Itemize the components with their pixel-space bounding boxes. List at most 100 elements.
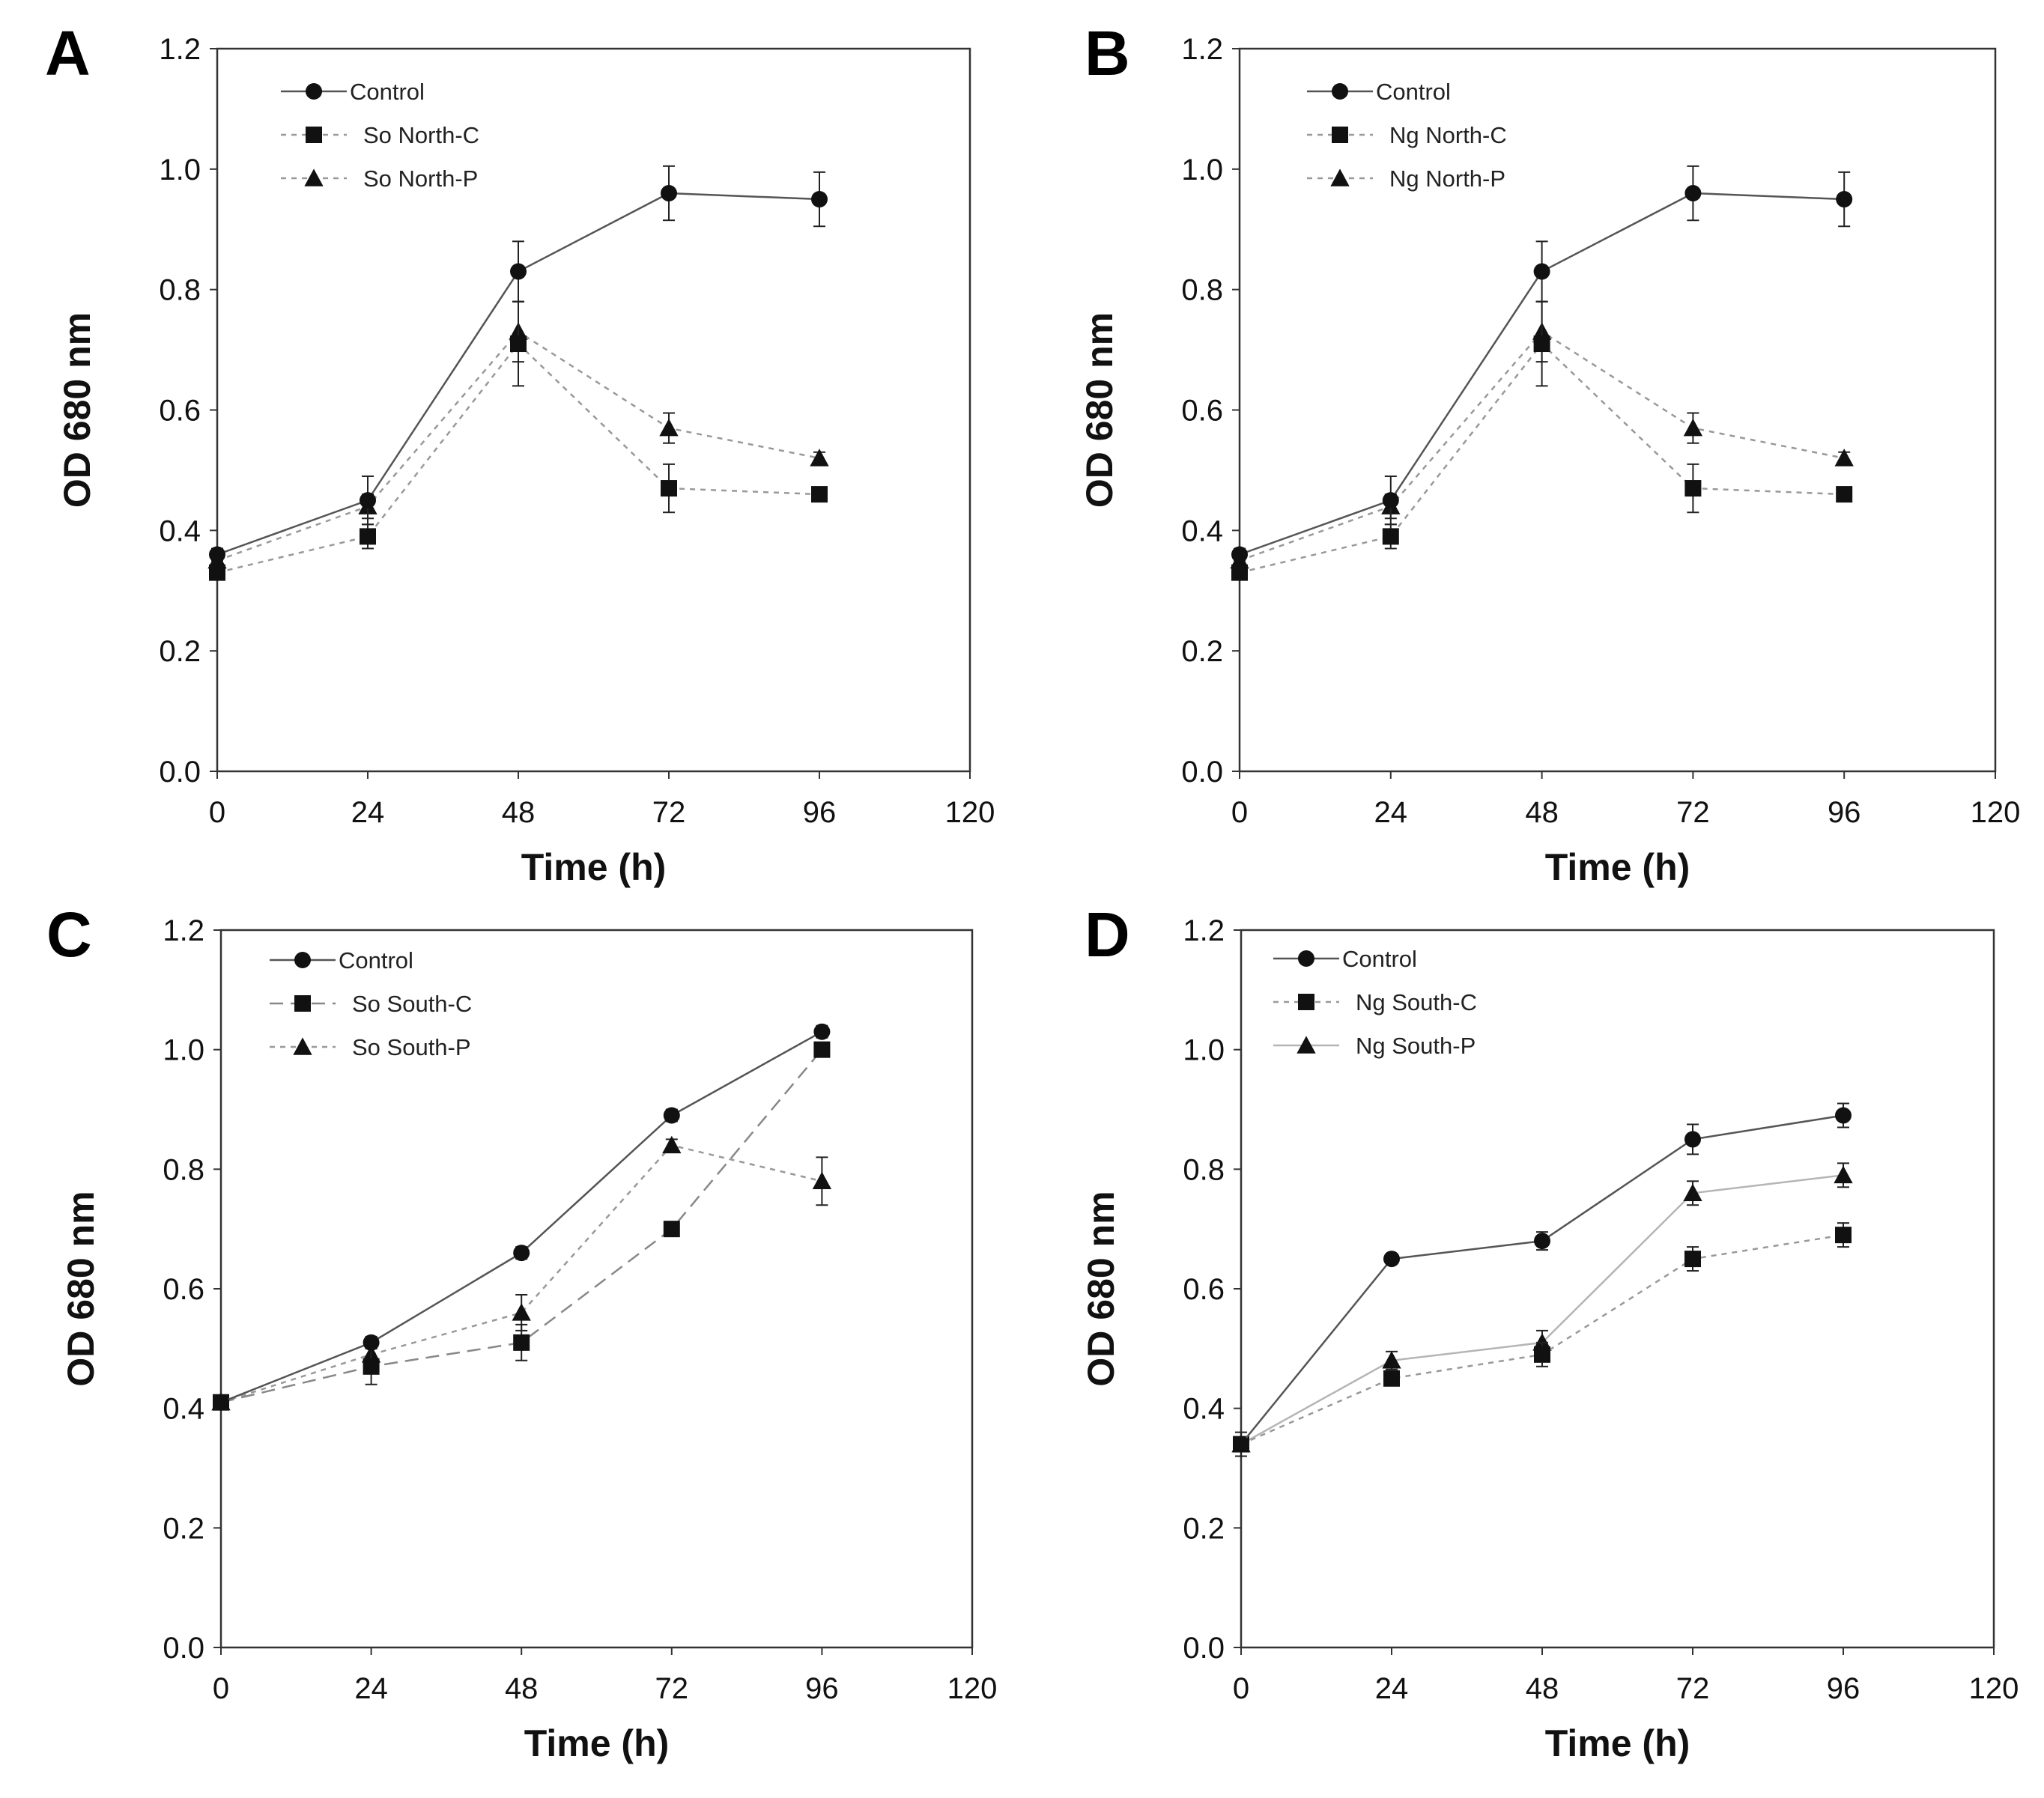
data-point [1684,1131,1701,1148]
data-point [1534,1233,1550,1250]
data-point [1684,480,1702,497]
legend-marker [1332,83,1348,100]
series-control [1233,1102,1852,1457]
y-tick-label: 0.0 [159,756,201,789]
data-point [661,480,677,497]
y-tick-label: 0.6 [159,395,201,428]
legend-marker [304,168,324,186]
legend-label: Control [339,947,413,974]
data-point [1233,1436,1249,1453]
legend-label: Control [350,79,425,105]
data-point [360,492,376,509]
legend: Control So South-C So South-P [270,947,472,1060]
y-tick-label: 1.0 [159,154,201,186]
legend-marker [1332,127,1348,143]
data-point [510,263,527,280]
x-tick-label: 24 [1374,796,1408,829]
legend-marker [294,995,311,1012]
panel-letter: A [45,18,91,88]
panel-b: B 0.0 0.2 0.4 0.6 0.8 1.0 1.2 0 24 48 72 96 120 Time (… [1079,18,2020,888]
x-tick-label: 96 [1827,1672,1860,1705]
data-point [1834,1165,1853,1184]
y-axis-title: OD 680 nm [1080,1191,1122,1386]
legend-label: So North-P [363,165,478,192]
data-point [363,1358,380,1375]
data-point [659,418,679,437]
x-axis-title: Time (h) [524,1722,670,1764]
panel-d: D 0.0 0.2 0.4 0.6 0.8 1.0 1.2 0 24 48 72 96 120 Time (… [1080,899,2019,1764]
legend-marker [293,1037,312,1055]
x-tick-label: 96 [805,1672,839,1705]
legend-label: So South-C [352,991,472,1017]
data-point [1533,263,1550,280]
y-tick-label: 0.4 [1183,1393,1225,1426]
y-tick-label: 0.0 [1181,756,1223,789]
series-line [220,1144,822,1403]
data-point [1836,191,1853,208]
x-tick-label: 48 [1526,1672,1559,1705]
data-point [813,1041,831,1058]
data-point [1231,546,1248,563]
x-tick-label: 24 [1375,1672,1409,1705]
y-tick-label: 0.2 [1183,1512,1225,1545]
data-point [513,1245,530,1262]
legend-label: Ng North-C [1389,122,1507,148]
data-point [811,191,828,208]
x-tick-label: 0 [1231,796,1248,829]
data-point [213,1394,229,1411]
data-point [1382,1351,1401,1369]
y-tick-label: 0.6 [1183,1273,1225,1306]
x-tick-label: 48 [1525,796,1559,829]
legend-label: Control [1376,79,1451,105]
y-tick-label: 1.0 [163,1034,204,1067]
data-point [1534,1346,1550,1363]
legend-marker [1298,994,1314,1010]
x-tick-label: 48 [505,1672,539,1705]
y-tick-label: 0.4 [163,1393,204,1426]
data-point [510,335,527,353]
y-tick-label: 1.2 [1183,914,1225,947]
data-point [663,1107,680,1124]
data-point [811,486,828,503]
panel-letter: D [1085,899,1130,970]
y-tick-label: 0.8 [159,274,201,307]
series-so-north-c [209,300,828,581]
data-point [1836,486,1853,503]
panel-c: C 0.0 0.2 0.4 0.6 0.8 1.0 1.2 0 24 48 72 96 120 Time (… [46,899,997,1764]
data-point [810,449,829,467]
x-tick-label: 0 [209,796,225,829]
x-axis-title: Time (h) [1545,1722,1690,1764]
x-tick-label: 48 [502,796,536,829]
x-tick-label: 72 [1676,1672,1710,1705]
legend-label: Control [1342,946,1417,972]
y-tick-label: 0.8 [1183,1153,1225,1186]
data-point [1835,1227,1852,1244]
legend-marker [306,83,322,100]
legend: Control Ng South-C Ng South-P [1273,946,1477,1059]
panel-a: A 0.0 0.2 0.4 0.6 0.8 1.0 1.2 0 24 48 72 96 120 Time (… [45,18,995,888]
x-tick-label: 72 [1676,796,1710,829]
legend: Control So North-C So North-P [281,79,479,192]
x-tick-label: 120 [947,1672,998,1705]
y-axis-title: OD 680 nm [60,1191,102,1386]
y-tick-label: 0.4 [1181,514,1223,547]
x-axis-title: Time (h) [1545,846,1690,888]
x-tick-label: 96 [803,796,837,829]
y-tick-label: 0.8 [163,1153,204,1186]
data-point [512,1303,531,1321]
data-point [663,1221,680,1238]
x-tick-label: 24 [351,796,385,829]
data-point [1835,1107,1852,1124]
y-tick-label: 1.2 [1181,33,1223,66]
panel-letter: B [1085,18,1130,88]
legend-marker [306,127,322,143]
y-tick-label: 0.2 [1181,635,1223,668]
x-tick-label: 72 [652,796,686,829]
data-point [1533,335,1550,353]
x-tick-label: 120 [945,796,995,829]
data-point [1683,418,1703,437]
legend-label: Ng South-C [1356,989,1477,1015]
x-tick-label: 120 [1969,1672,2019,1705]
